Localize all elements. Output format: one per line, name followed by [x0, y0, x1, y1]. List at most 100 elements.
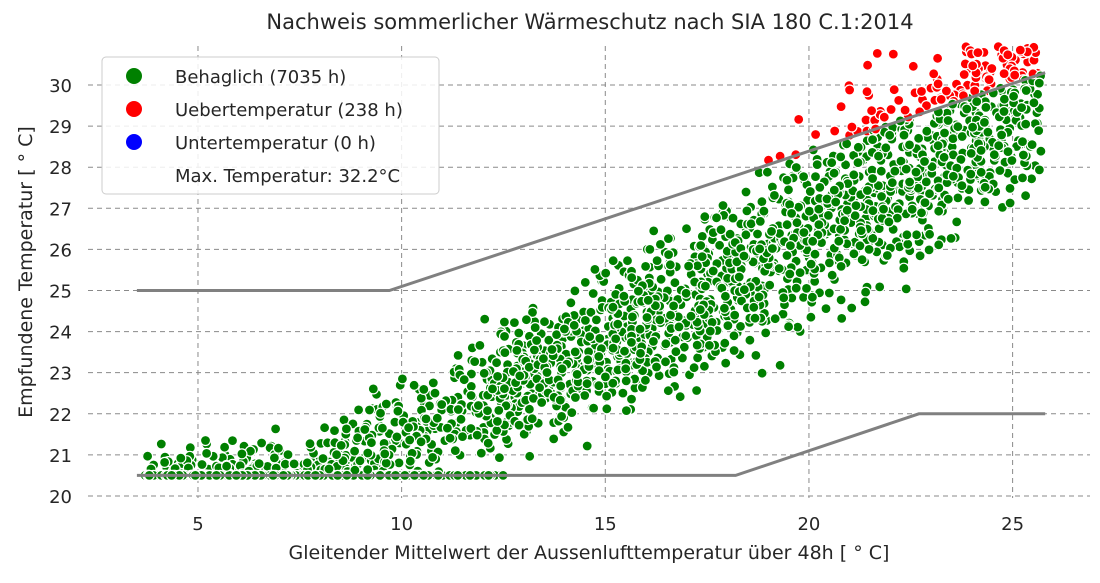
comfort-point [782, 184, 795, 196]
comfort-point [835, 294, 847, 306]
comfort-point [982, 126, 994, 138]
comfort-point [945, 232, 957, 244]
comfort-point [349, 445, 361, 457]
comfort-point [554, 394, 566, 406]
comfort-point [828, 167, 840, 179]
comfort-point [587, 287, 599, 300]
comfort-point [639, 260, 652, 272]
comfort-point [352, 432, 364, 444]
comfort-point [861, 184, 874, 197]
comfort-point [256, 437, 268, 449]
comfort-point [644, 243, 656, 255]
comfort-point [942, 193, 954, 205]
comfort-point [391, 431, 403, 443]
comfort-point [175, 452, 187, 464]
comfort-point [923, 244, 935, 256]
comfort-point [836, 312, 848, 324]
comfort-point [728, 344, 740, 357]
comfort-point [921, 125, 933, 137]
comfort-point [541, 366, 553, 379]
comfort-point [673, 321, 685, 333]
comfort-point [491, 357, 503, 369]
comfort-point [555, 410, 568, 422]
comfort-point [155, 438, 167, 450]
comfort-point [655, 273, 667, 285]
comfort-point [902, 238, 914, 250]
y-tick-label: 24 [49, 323, 72, 344]
comfort-point [733, 271, 745, 283]
comfort-point [478, 367, 490, 379]
comfort-point [961, 103, 973, 115]
comfort-point [900, 283, 912, 295]
comfort-point [566, 407, 578, 419]
comfort-point [688, 362, 700, 374]
chart-title: Nachweis sommerlicher Wärmeschutz nach S… [266, 10, 913, 34]
comfort-point [915, 207, 928, 219]
overheat-point [932, 78, 944, 90]
overheat-point [878, 111, 890, 123]
comfort-point [376, 422, 388, 434]
comfort-point [838, 215, 851, 227]
comfort-point [745, 218, 757, 230]
comfort-point [765, 225, 778, 237]
comfort-point [898, 129, 910, 141]
comfort-point [562, 421, 574, 433]
comfort-point [1015, 101, 1028, 114]
comfort-point [427, 451, 439, 463]
comfort-point [773, 262, 785, 275]
comfort-point [584, 331, 596, 343]
comfort-point [511, 344, 523, 356]
comfort-point [363, 404, 376, 416]
y-axis-label: Empfundene Temperatur [ ° C] [15, 126, 37, 418]
comfort-point [236, 448, 248, 460]
comfort-point [889, 165, 901, 177]
comfort-point [875, 165, 887, 177]
overheat-point [871, 47, 883, 60]
y-tick-label: 20 [49, 487, 72, 508]
legend-label: Max. Temperatur: 32.2°C [175, 166, 400, 187]
comfort-point [722, 320, 734, 332]
comfort-point [807, 235, 819, 247]
comfort-point [429, 387, 441, 399]
comfort-point [782, 321, 795, 333]
comfort-point [548, 433, 560, 445]
comfort-point [618, 290, 630, 302]
comfort-point [910, 166, 922, 178]
comfort-point [877, 203, 890, 215]
y-tick-label: 26 [49, 240, 72, 261]
comfort-point [995, 129, 1008, 141]
comfort-point [664, 259, 676, 271]
comfort-point [674, 391, 686, 403]
comfort-point [632, 285, 645, 297]
comfort-point [469, 356, 481, 368]
comfort-point [848, 248, 860, 260]
comfort-point [537, 353, 550, 365]
comfort-point [809, 171, 822, 183]
comfort-point [791, 217, 803, 229]
comfort-point [695, 239, 707, 252]
comfort-point [839, 159, 852, 171]
comfort-point [319, 422, 331, 434]
comfort-point [823, 257, 836, 269]
comfort-point [226, 435, 239, 447]
comfort-point [933, 205, 945, 217]
comfort-point [886, 177, 898, 189]
comfort-point [988, 149, 1000, 161]
y-tick-label: 25 [49, 281, 72, 302]
comfort-point [654, 314, 666, 326]
comfort-point [514, 370, 526, 382]
comfort-point [713, 239, 726, 251]
comfort-point [923, 188, 936, 200]
comfort-point [660, 338, 672, 350]
comfort-point [612, 318, 624, 330]
comfort-point [581, 440, 593, 452]
comfort-point [867, 232, 879, 244]
comfort-point [610, 333, 622, 345]
comfort-point [901, 229, 913, 241]
comfort-point [590, 314, 603, 326]
comfort-point [875, 190, 888, 203]
comfort-point [881, 249, 893, 262]
comfort-point [396, 373, 408, 385]
comfort-point [569, 346, 581, 358]
